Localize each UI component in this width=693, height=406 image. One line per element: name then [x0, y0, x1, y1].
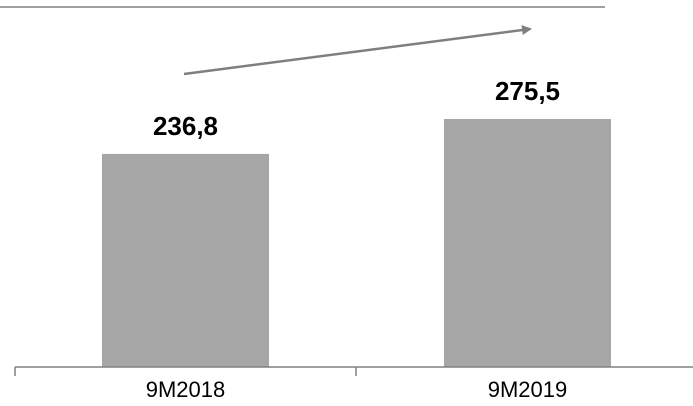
category-label-9m2019: 9M2019 — [488, 377, 568, 402]
bars-group — [102, 119, 611, 367]
bar-9m2018 — [102, 153, 269, 367]
value-labels-group: 236,8 275,5 — [153, 76, 560, 141]
value-label-9m2018: 236,8 — [153, 111, 218, 141]
trend-arrow — [183, 25, 532, 76]
bar-9m2019 — [444, 119, 611, 367]
category-label-9m2018: 9M2018 — [146, 377, 226, 402]
value-label-9m2019: 275,5 — [495, 76, 560, 106]
category-labels-group: 9M2018 9M2019 — [146, 377, 568, 402]
